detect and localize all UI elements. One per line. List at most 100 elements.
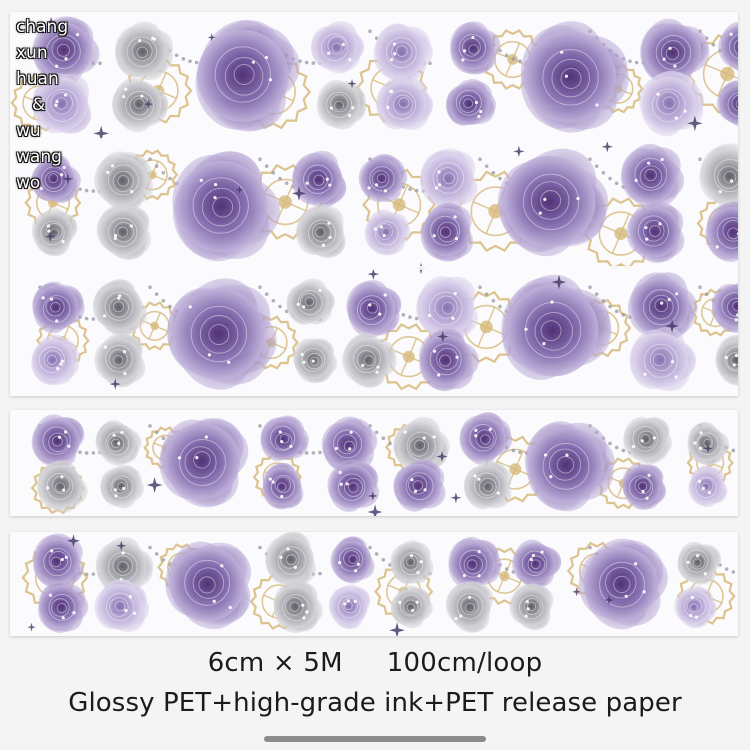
rose-illustration <box>501 274 612 380</box>
star-ornament <box>109 378 121 390</box>
rose-illustration <box>328 584 371 630</box>
rose-illustration <box>626 202 685 263</box>
rose-illustration <box>92 279 148 337</box>
rose-illustration <box>705 201 738 262</box>
rose-illustration <box>416 276 478 340</box>
rose-illustration <box>100 464 144 509</box>
rose-illustration <box>621 143 685 208</box>
rose-illustration <box>450 21 501 75</box>
star-ornament <box>44 231 56 242</box>
rose-illustration <box>31 208 78 256</box>
rose-illustration <box>265 532 316 588</box>
rose-illustration <box>346 279 402 338</box>
washi-tape-middle-strip <box>10 410 738 516</box>
rose-illustration <box>463 461 512 510</box>
star-ornament <box>665 319 679 333</box>
rose-pattern-middle <box>30 412 736 516</box>
rose-illustration <box>31 414 85 469</box>
star-ornament <box>235 185 244 194</box>
side-word-wang: wang <box>16 147 62 167</box>
star-ornament <box>572 587 581 597</box>
star-ornament <box>146 477 163 493</box>
rose-illustration <box>159 417 249 508</box>
loop-length-text: 100cm/loop <box>386 648 543 678</box>
rose-illustration <box>393 459 446 512</box>
rose-illustration <box>639 70 705 137</box>
rose-illustration <box>167 278 277 390</box>
side-word-chang: chang <box>16 17 69 37</box>
star-ornament <box>450 492 462 504</box>
rose-illustration <box>96 205 151 260</box>
rose-illustration <box>273 580 323 634</box>
star-ornament <box>291 186 307 201</box>
rose-illustration <box>364 209 411 256</box>
rose-illustration <box>445 78 497 126</box>
rose-illustration <box>260 415 309 462</box>
star-ornament <box>207 33 216 42</box>
rose-illustration <box>286 278 335 325</box>
rose-illustration <box>94 579 150 632</box>
star-ornament <box>601 140 613 153</box>
star-ornament <box>367 504 383 516</box>
rose-illustration <box>715 334 738 386</box>
rose-illustration <box>390 540 434 585</box>
rose-illustration <box>172 151 280 262</box>
rose-illustration <box>316 80 367 130</box>
rose-illustration <box>293 338 338 384</box>
star-ornament <box>347 79 357 89</box>
rose-illustration <box>115 21 174 81</box>
star-ornament <box>93 125 109 142</box>
star-ornament <box>703 443 713 454</box>
star-ornament <box>513 145 525 157</box>
rose-illustration <box>622 463 666 511</box>
rose-illustration <box>262 462 304 510</box>
rose-illustration <box>330 536 375 584</box>
star-ornament <box>687 115 703 132</box>
rose-illustration <box>32 281 85 334</box>
rose-illustration <box>94 151 154 212</box>
rose-illustration <box>520 21 629 133</box>
rose-illustration <box>31 73 92 134</box>
star-ornament <box>389 622 405 636</box>
rose-illustration <box>37 580 89 633</box>
rose-illustration <box>32 16 100 85</box>
rose-illustration <box>165 541 252 630</box>
rose-illustration <box>448 536 502 589</box>
star-ornament <box>367 268 380 280</box>
side-word-xun: xun <box>16 43 48 63</box>
rose-illustration <box>112 77 169 133</box>
rose-illustration <box>342 333 397 388</box>
rose-pattern-wide <box>10 16 738 392</box>
rose-illustration <box>358 153 408 203</box>
rose-illustration <box>674 585 717 629</box>
rose-illustration <box>578 538 668 630</box>
rose-illustration <box>36 460 88 513</box>
star-ornament <box>436 450 448 463</box>
star-ornament <box>143 99 154 109</box>
star-ornament <box>551 274 567 290</box>
rose-illustration <box>327 459 380 513</box>
star-ornament <box>604 595 614 605</box>
star-ornament <box>367 491 378 501</box>
rose-illustration <box>509 583 554 631</box>
rose-illustration <box>31 334 80 386</box>
side-text-overlay: chang xun huan & wu wang wo <box>16 14 126 196</box>
side-word-huan: huan <box>16 69 59 89</box>
home-indicator-bar <box>264 736 486 742</box>
rose-illustration <box>94 333 146 388</box>
rose-illustration <box>623 416 673 465</box>
rose-illustration <box>627 272 698 342</box>
star-ornament <box>116 540 127 551</box>
size-caption: 6cm × 5M 100cm/loop <box>0 648 750 678</box>
rose-illustration <box>688 465 728 508</box>
washi-tape-wide-strip <box>10 12 738 396</box>
rose-illustration <box>497 148 609 257</box>
rose-illustration <box>512 539 562 589</box>
rose-illustration <box>629 327 696 392</box>
rose-illustration <box>418 328 480 392</box>
rose-illustration <box>445 580 494 633</box>
rose-illustration <box>295 205 346 258</box>
rose-illustration <box>195 20 300 132</box>
rose-illustration <box>419 148 478 211</box>
rose-illustration <box>373 23 434 83</box>
